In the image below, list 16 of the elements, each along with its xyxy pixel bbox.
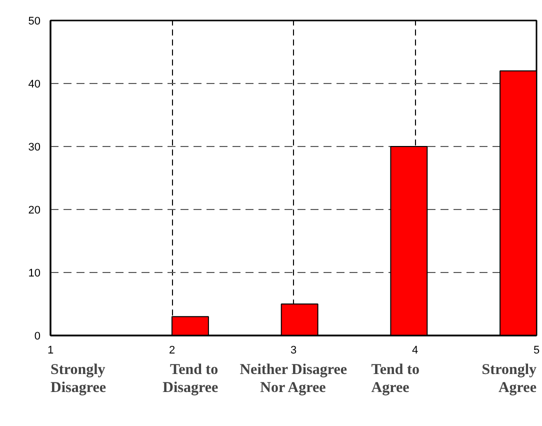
text: Strongly Disagree: [50, 362, 106, 396]
text: Tend to Disagree: [162, 362, 219, 396]
y-tick-label: 50: [28, 16, 41, 28]
text: Strongly Agree: [482, 362, 537, 396]
x-tick-label: 3: [290, 344, 297, 356]
y-tick-label: 30: [28, 142, 41, 154]
text: Tend to Agree: [371, 362, 420, 396]
x-tick-label: 2: [168, 344, 176, 356]
x-tick-label: 5: [533, 344, 540, 356]
x-tick-label: 4: [412, 344, 418, 356]
text: Neither Disagree Nor Agree: [240, 362, 348, 396]
y-tick-label: 40: [28, 78, 41, 90]
y-tick-label: 0: [34, 330, 41, 342]
y-tick-label: 20: [28, 204, 41, 216]
y-tick-label: 10: [28, 268, 41, 280]
x-tick-label: 1: [47, 344, 54, 356]
